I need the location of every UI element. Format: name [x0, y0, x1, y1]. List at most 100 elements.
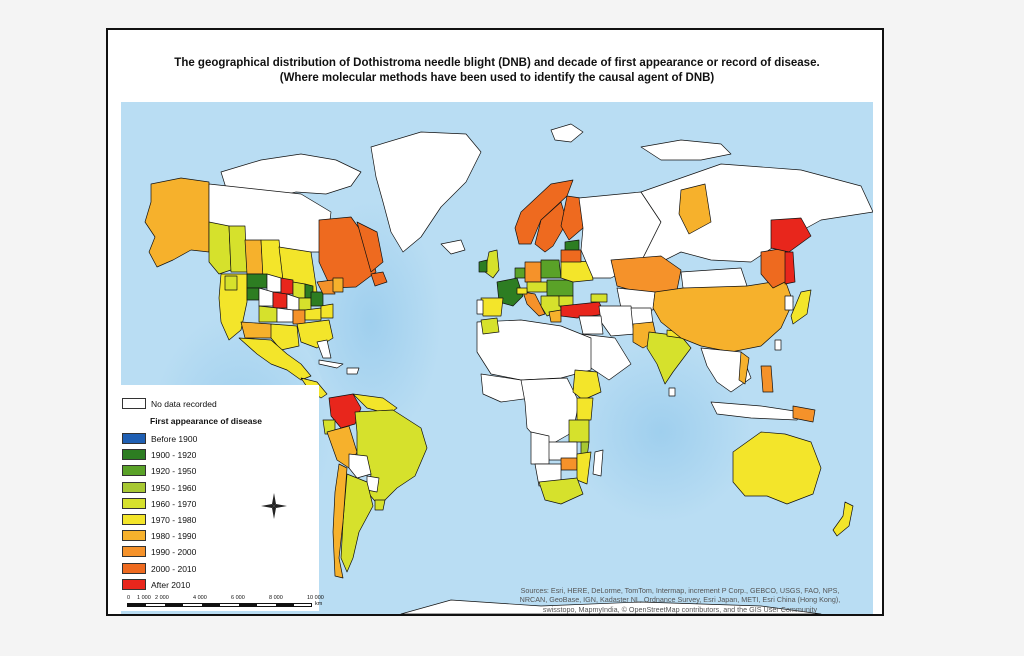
- sweden: [534, 201, 568, 253]
- ethiopia: [572, 369, 602, 401]
- legend-label: 1960 - 1970: [151, 498, 197, 509]
- scale-bar: 0 1 000 2 000 4 000 6 000 8 000 10 000 km: [127, 595, 324, 611]
- sources-line-3: swisstopo, MapmyIndia, © OpenStreetMap c…: [542, 604, 818, 614]
- russia-highlight: [678, 183, 712, 235]
- vietnam: [738, 351, 750, 385]
- legend-swatch: [122, 433, 146, 444]
- usa-kentucky: [304, 307, 322, 321]
- scale-bar-label: 4 000: [193, 595, 207, 601]
- kenya: [576, 397, 594, 421]
- legend-item: 1990 - 2000: [122, 546, 197, 558]
- legend-label: 1950 - 1960: [151, 482, 197, 493]
- scale-bar-label: 2 000: [155, 595, 169, 601]
- usa-southwest: [240, 321, 274, 339]
- bulgaria: [558, 295, 574, 307]
- usa-idaho: [246, 287, 260, 301]
- svalbard: [550, 123, 584, 143]
- usa-ohio: [298, 297, 312, 311]
- legend-swatch: [122, 465, 146, 477]
- indonesia: [710, 401, 802, 421]
- bolivia: [348, 453, 372, 479]
- legend-heading: First appearance of disease: [150, 416, 262, 426]
- iberia: [480, 297, 504, 317]
- uruguay: [374, 499, 386, 511]
- usa-wisconsin: [292, 281, 306, 299]
- sri-lanka: [668, 387, 676, 397]
- alberta: [228, 225, 248, 273]
- legend-label: 1920 - 1950: [151, 466, 197, 477]
- korea: [784, 295, 794, 311]
- usa-florida: [316, 339, 332, 359]
- legend-item: 1920 - 1950: [122, 465, 197, 477]
- legend-label: 1970 - 1980: [151, 515, 197, 525]
- hungary-romania: [546, 279, 574, 297]
- czechia-austria: [526, 281, 548, 293]
- tanzania: [568, 419, 590, 443]
- alaska: [144, 177, 210, 268]
- usa-nebraska: [272, 291, 288, 309]
- russian-arctic-islands: [640, 139, 732, 161]
- italy: [522, 291, 546, 317]
- british-columbia: [208, 221, 232, 275]
- usa-montana: [246, 273, 268, 289]
- sources-line-1: Sources: Esri, HERE, DeLorme, TomTom, In…: [520, 586, 840, 595]
- argentina: [340, 473, 374, 573]
- philippines: [760, 365, 774, 393]
- mozambique: [576, 451, 592, 485]
- legend-label: 2000 - 2010: [151, 563, 197, 574]
- saskatchewan: [244, 239, 264, 275]
- scale-bar-label: 6 000: [231, 595, 245, 601]
- scale-bar-unit: km: [315, 601, 323, 607]
- ireland: [478, 259, 488, 273]
- south-africa: [538, 477, 584, 505]
- portugal: [476, 299, 484, 315]
- legend-swatch: [122, 546, 146, 558]
- legend-item: After 2010: [122, 578, 190, 591]
- china: [652, 279, 794, 353]
- iraq-syria: [578, 315, 604, 335]
- map-frame: The geographical distribution of Dothist…: [106, 28, 884, 616]
- zambia: [546, 441, 578, 461]
- legend-swatch: [122, 449, 146, 461]
- legend-no-data: No data recorded: [122, 398, 217, 410]
- world-map[interactable]: [121, 102, 873, 614]
- usa-texas: [270, 323, 300, 351]
- angola: [530, 431, 550, 465]
- world-map-svg: [121, 102, 873, 614]
- legend-swatch: [122, 530, 146, 542]
- russia-far-east: [770, 217, 812, 253]
- legend-label: 1990 - 2000: [151, 547, 197, 558]
- scale-bar-label: 0: [127, 595, 131, 601]
- legend-no-data-label: No data recorded: [151, 399, 217, 409]
- chile: [332, 463, 348, 579]
- legend-item: 1900 - 1920: [122, 449, 197, 461]
- usa-kansas: [276, 307, 294, 323]
- usa-virginia: [320, 303, 334, 319]
- legend: No data recorded First appearance of dis…: [121, 385, 324, 611]
- benelux: [514, 267, 526, 279]
- usa-pennsylvania: [310, 291, 324, 307]
- switzerland: [516, 287, 528, 295]
- scale-bar-label: 10 000: [307, 595, 324, 601]
- papua-new-guinea: [792, 405, 816, 423]
- legend-label: 1900 - 1920: [151, 450, 197, 461]
- legend-swatch: [122, 578, 146, 590]
- legend-label: 1980 - 1990: [151, 531, 197, 542]
- colombia: [328, 393, 362, 429]
- central-asia: [616, 287, 656, 311]
- legend-swatch: [122, 514, 146, 525]
- iceland: [440, 239, 466, 255]
- legend-label: Before 1900: [151, 434, 198, 444]
- indian-ocean: [571, 342, 751, 522]
- legend-swatch: [122, 481, 146, 493]
- map-title: The geographical distribution of Dothist…: [108, 56, 886, 86]
- legend-item: 2000 - 2010: [122, 562, 197, 575]
- cuba: [318, 359, 344, 369]
- usa-missouri: [292, 309, 306, 325]
- sources-line-2: NRCAN, GeoBase, IGN, Kadaster NL, Ordnan…: [519, 595, 841, 605]
- central-africa: [520, 377, 580, 449]
- zimbabwe: [560, 457, 578, 471]
- title-line-1: The geographical distribution of Dothist…: [174, 57, 820, 69]
- title-line-2: (Where molecular methods have been used …: [279, 72, 715, 84]
- georgia: [590, 293, 608, 303]
